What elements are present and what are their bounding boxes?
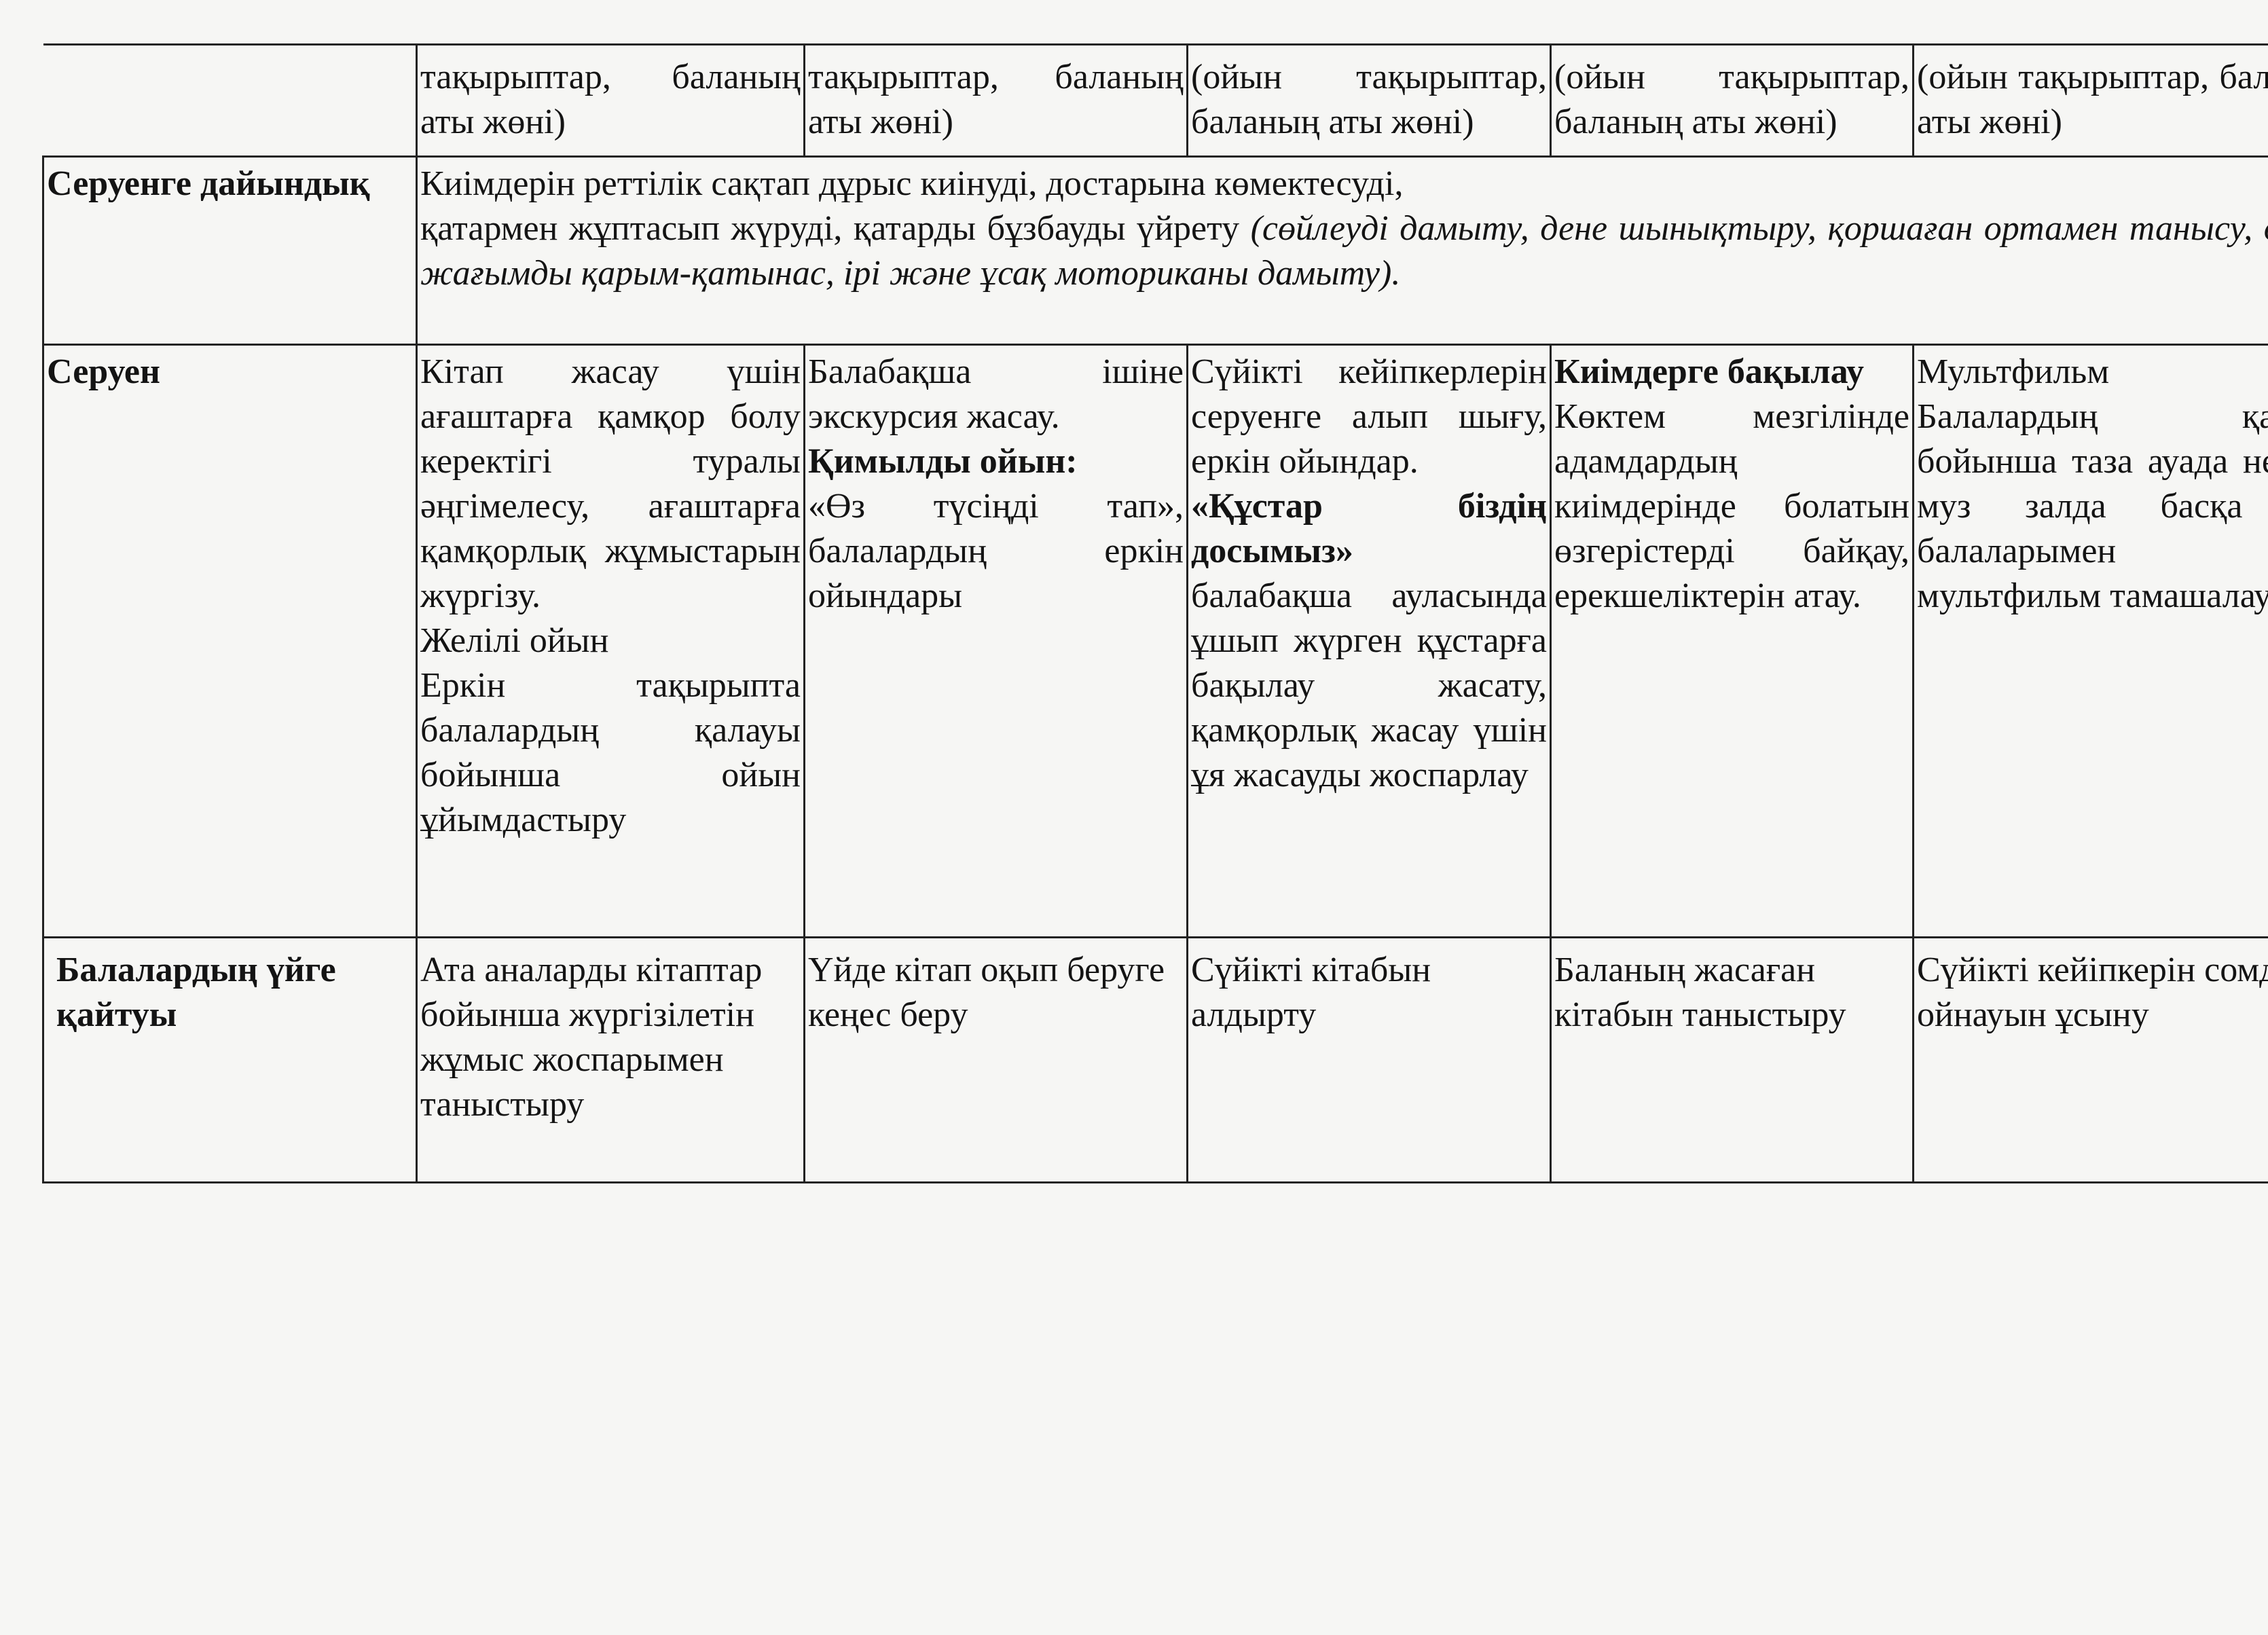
cell-text: Кітап жасау үшін ағаштарға қамқор болу к…	[420, 352, 801, 615]
cell-fri: Сүйікті кейіпкерін сомдап ойнауын ұсыну	[1912, 936, 2268, 1183]
cell-fri: Мультфильм Балалардың қалауы бойынша таз…	[1912, 344, 2268, 938]
row-label	[43, 43, 418, 158]
cell-text: Желілі ойын	[420, 621, 609, 660]
table-row-topics: тақырыптар, баланың аты жөні) тақырыптар…	[43, 43, 2268, 158]
cell-text: Балабақша ішіне экскурсия жасау.	[808, 352, 1184, 436]
cell-text: Мультфильм	[1917, 352, 2110, 391]
cell-tue: Үйде кітап оқып беруге кеңес беру	[803, 936, 1188, 1183]
cell-heading: «Құстар біздің досымыз»	[1191, 487, 1547, 570]
cell-fri: (ойын тақырыптар, баланың аты жөні)	[1912, 43, 2268, 158]
table-row-going-home: Балалардың үйге қайтуы Ата аналарды кіта…	[42, 936, 2268, 1183]
cell-walk-preparation: Киімдерін реттілік сақтап дұрыс киінуді,…	[416, 155, 2268, 346]
cell-text: Балалардың қалауы бойынша таза ауада нем…	[1917, 397, 2268, 615]
table-row-walk: Серуен Кітап жасау үшін ағаштарға қамқор…	[42, 344, 2268, 938]
cell-text: балабақша ауласында ұшып жүрген құстарға…	[1191, 576, 1547, 794]
cell-tue: тақырыптар, баланың аты жөні)	[803, 43, 1188, 158]
row-label: Балалардың үйге қайтуы	[42, 936, 418, 1183]
cell-wed: (ойын тақырыптар, баланың аты жөні)	[1186, 43, 1552, 158]
cell-mon: Ата аналарды кітаптар бойынша жүргізілет…	[416, 936, 805, 1183]
cell-text: Көктем мезгілінде адамдардың киімдерінде…	[1554, 397, 1909, 615]
cell-text: Еркін тақырыпта балалардың қалауы бойынш…	[420, 666, 801, 839]
row-label: Серуенге дайындық	[42, 155, 418, 346]
cell-wed: Сүйікті кітабын алдырту	[1186, 936, 1552, 1183]
cell-mon: Кітап жасау үшін ағаштарға қамқор болу к…	[416, 344, 805, 938]
prep-line-1: Киімдерін реттілік сақтап дұрыс киінуді,…	[420, 164, 1404, 203]
prep-goals: (сөйлеуді дамыту, дене шынықтыру, қоршағ…	[420, 209, 2268, 293]
cell-thu: Киімдерге бақылау Көктем мезгілінде адам…	[1550, 344, 1914, 938]
cell-thu: (ойын тақырыптар, баланың аты жөні)	[1550, 43, 1914, 158]
cell-text: Сүйікті кейіпкерлерін серуенге алып шығу…	[1191, 352, 1547, 481]
cell-heading: Киімдерге бақылау	[1554, 352, 1864, 391]
cell-tue: Балабақша ішіне экскурсия жасау. Қимылды…	[803, 344, 1188, 938]
cell-mon: тақырыптар, баланың аты жөні)	[416, 43, 805, 158]
schedule-table: тақырыптар, баланың аты жөні) тақырыптар…	[42, 43, 2268, 1183]
cell-thu: Баланың жасаған кітабын таныстыру	[1550, 936, 1914, 1183]
prep-line-2: қатармен жұптасып жүруді, қатарды бұзбау…	[420, 209, 1240, 248]
table-row-walk-preparation: Серуенге дайындық Киімдерін реттілік сақ…	[42, 155, 2268, 346]
cell-text: «Өз түсіңді тап», балалардың еркін ойынд…	[808, 487, 1184, 615]
cell-wed: Сүйікті кейіпкерлерін серуенге алып шығу…	[1186, 344, 1552, 938]
cell-heading: Қимылды ойын:	[808, 442, 1078, 481]
row-label: Серуен	[42, 344, 418, 938]
